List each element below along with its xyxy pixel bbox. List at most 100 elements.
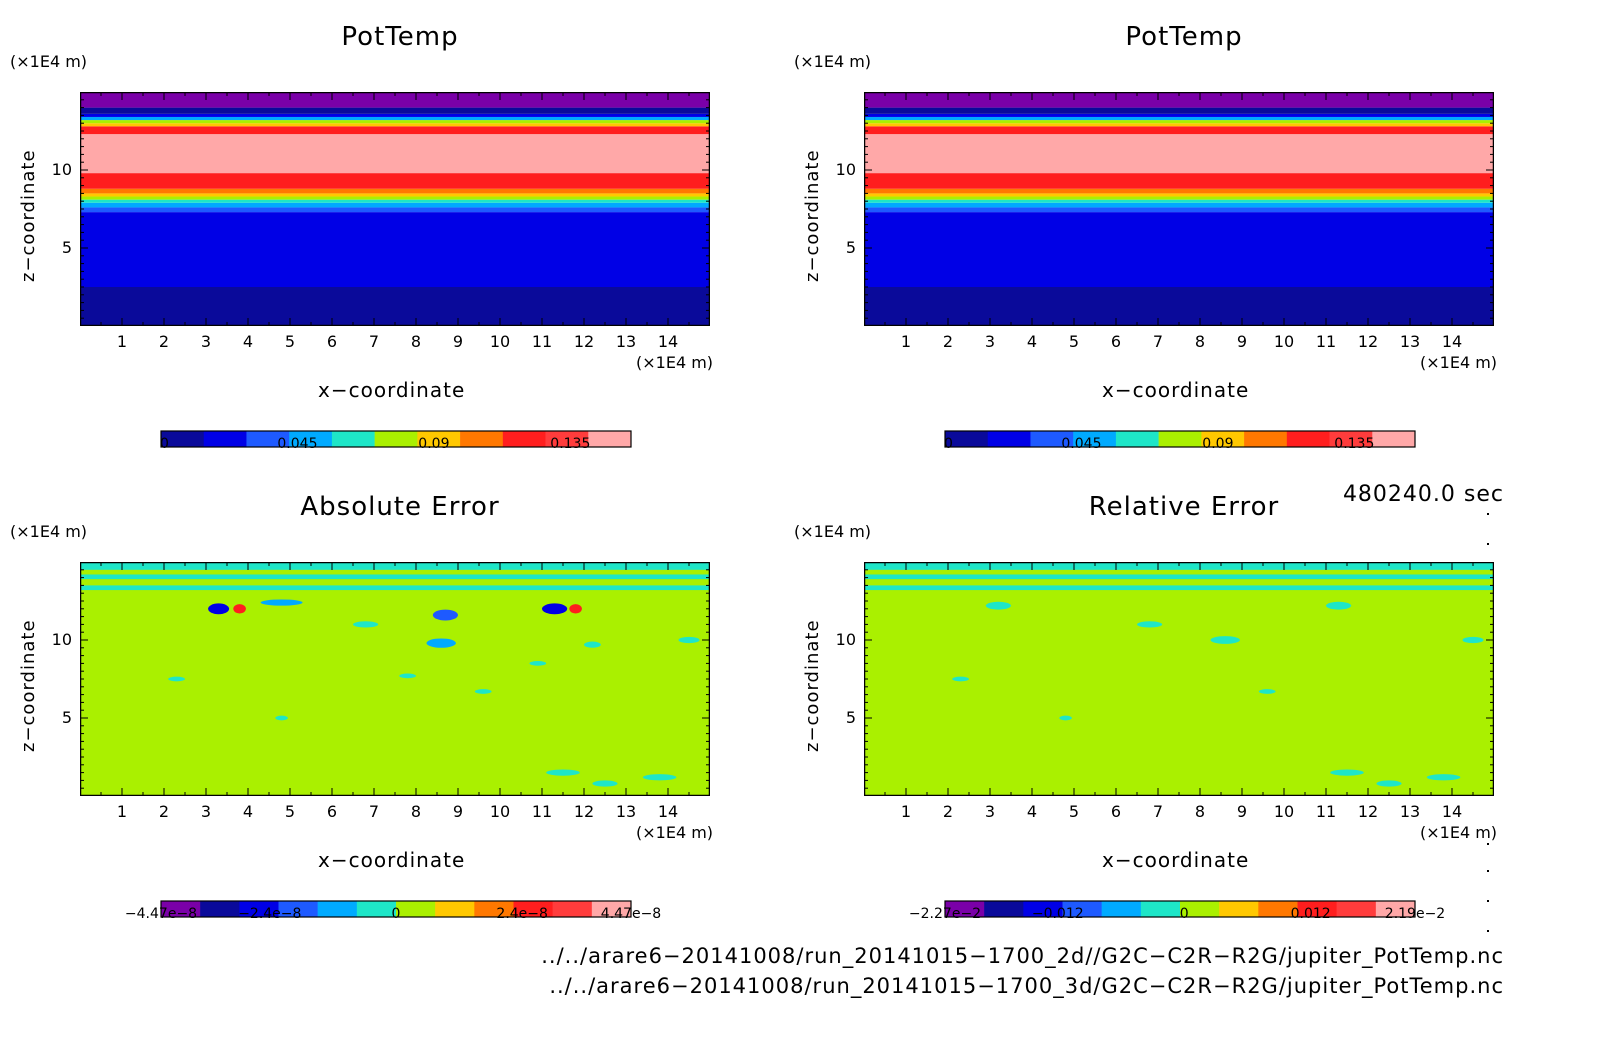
colorbar-tick-label: 0.135: [1334, 436, 1375, 452]
x-tick-label: 13: [615, 332, 637, 351]
contour-blob: [1426, 774, 1461, 781]
chart-title: Absolute Error: [300, 492, 500, 522]
x-tick-label: 10: [489, 802, 511, 821]
x-tick-label: 6: [326, 802, 338, 821]
x-tick-label: 10: [1273, 332, 1295, 351]
file-path-3d: ../../arare6−20141008/run_20141015−1700_…: [549, 974, 1504, 998]
x-tick-label: 1: [900, 332, 912, 351]
x-tick-label: 9: [1236, 802, 1248, 821]
x-tick-label: 12: [1357, 802, 1379, 821]
x-tick-label: 8: [1194, 802, 1206, 821]
x-tick-label: 6: [1110, 332, 1122, 351]
colorbar-swatch: [289, 431, 333, 447]
x-tick-label: 2: [942, 332, 954, 351]
contour-band: [80, 196, 710, 200]
contour-blob: [1326, 601, 1352, 610]
contour-blob: [260, 599, 303, 606]
panel-pottemp-2d: PotTemp (×1E4 m) z−coordinate (×1E4 m) x…: [0, 0, 790, 480]
colorbar-swatch: [374, 431, 418, 447]
x-tick-label: 1: [900, 802, 912, 821]
z-tick-label: 5: [845, 708, 856, 727]
contour-band: [80, 574, 710, 580]
contour-blob: [952, 676, 969, 682]
x-tick-label: 11: [531, 802, 553, 821]
colorbar-tick-label: −2.4e−8: [238, 906, 302, 922]
x-tick-label: 1: [116, 332, 128, 351]
colorbar-swatch: [987, 431, 1031, 447]
x-tick-label: 10: [1273, 802, 1295, 821]
decorative-dot: [1487, 843, 1489, 845]
contour-band: [864, 287, 1494, 326]
x-tick-label: 5: [1068, 802, 1080, 821]
panel-pottemp-3d: PotTemp (×1E4 m) z−coordinate (×1E4 m) x…: [784, 0, 1574, 480]
decorative-dot: [1487, 543, 1489, 545]
x-tick-label: 2: [158, 332, 170, 351]
colorbar-swatch: [417, 431, 461, 447]
contour-band: [864, 116, 1494, 121]
colorbar-swatch: [945, 901, 985, 917]
heatmap-plot: [80, 562, 710, 796]
colorbar-swatch: [161, 901, 201, 917]
colorbar-swatch: [545, 431, 589, 447]
heatmap-plot: [80, 92, 710, 326]
decorative-dot: [1487, 513, 1489, 515]
colorbar-swatch: [1101, 901, 1142, 917]
x-tick-label: 4: [242, 802, 254, 821]
x-tick-label: 5: [1068, 332, 1080, 351]
x-tick-label: 12: [573, 802, 595, 821]
contour-blob: [168, 676, 185, 682]
z-unit-label: (×1E4 m): [794, 522, 872, 541]
colorbar-swatch: [161, 431, 205, 447]
colorbar-swatch: [239, 901, 279, 917]
contour-blob: [474, 689, 492, 694]
x-tick-label: 8: [410, 332, 422, 351]
colorbar-swatch: [1158, 431, 1202, 447]
x-tick-label: 13: [615, 802, 637, 821]
z-unit-label: (×1E4 m): [794, 52, 872, 71]
contour-band: [80, 113, 710, 117]
x-tick-label: 4: [1026, 332, 1038, 351]
y-axis-label: z−coordinate: [802, 619, 823, 752]
contour-band: [864, 585, 1494, 591]
colorbar-tick-label: 0: [1179, 906, 1189, 922]
x-tick-label: 2: [158, 802, 170, 821]
colorbar-swatch: [1115, 431, 1159, 447]
colorbar-swatch: [1219, 901, 1259, 917]
z-unit-label: (×1E4 m): [10, 52, 88, 71]
x-unit-label: (×1E4 m): [636, 823, 714, 842]
colorbar-swatch: [396, 901, 436, 917]
x-tick-label: 9: [452, 802, 464, 821]
contour-blob: [569, 604, 582, 614]
contour-blob: [1330, 769, 1364, 776]
colorbar-swatch: [1030, 431, 1074, 447]
contour-band: [80, 120, 710, 124]
contour-blob: [399, 673, 416, 679]
colorbar-swatch: [1062, 901, 1102, 917]
chart-title: PotTemp: [341, 22, 459, 52]
contour-band: [80, 193, 710, 197]
contour-band: [864, 107, 1494, 114]
colorbar-swatch: [200, 901, 240, 917]
x-tick-label: 14: [657, 332, 679, 351]
z-tick-label: 10: [835, 630, 856, 649]
contour-band: [864, 196, 1494, 200]
colorbar-swatch: [513, 901, 553, 917]
heatmap-plot: [864, 562, 1494, 796]
x-tick-label: 8: [410, 802, 422, 821]
contour-band: [80, 134, 710, 174]
colorbar-swatch: [1023, 901, 1063, 917]
x-unit-label: (×1E4 m): [636, 353, 714, 372]
colorbar-frame: [160, 430, 632, 448]
colorbar-tick-label: 2.19e−2: [1384, 906, 1446, 922]
contour-band: [864, 202, 1494, 208]
colorbar-swatch: [984, 901, 1024, 917]
x-tick-label: 13: [1399, 802, 1421, 821]
colorbar-swatch: [1201, 431, 1245, 447]
colorbar-swatch: [246, 431, 290, 447]
colorbar-swatch: [331, 431, 375, 447]
contour-band: [80, 207, 710, 213]
contour-blob: [1258, 689, 1276, 694]
contour-band: [80, 126, 710, 135]
colorbar-swatch: [945, 431, 989, 447]
colorbar-swatch: [1297, 901, 1337, 917]
